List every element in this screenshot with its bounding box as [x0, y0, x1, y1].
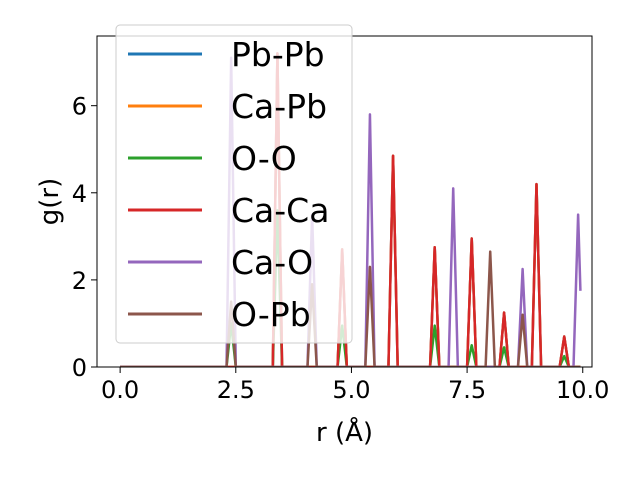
y-tick-label: 6: [72, 93, 87, 121]
series-line-2: [120, 208, 581, 367]
x-tick-label: 10.0: [556, 376, 609, 404]
x-tick-label: 7.5: [448, 376, 486, 404]
legend-label-1: Ca-Pb: [231, 87, 327, 126]
y-tick-label: 4: [72, 180, 87, 208]
series-line-3: [120, 52, 581, 367]
y-tick-label: 0: [72, 354, 87, 382]
y-tick-label: 2: [72, 267, 87, 295]
x-tick-label: 2.5: [217, 376, 255, 404]
legend-label-4: Ca-O: [231, 243, 313, 282]
x-tick-label: 5.0: [332, 376, 370, 404]
legend-label-2: O-O: [231, 139, 297, 178]
x-tick-label: 0.0: [101, 376, 139, 404]
y-axis-ticks: 0 2 4 6: [72, 93, 97, 382]
x-axis-ticks: 0.0 2.5 5.0 7.5 10.0: [101, 367, 609, 404]
legend-label-0: Pb-Pb: [231, 35, 325, 74]
y-axis-label: g(r): [35, 178, 65, 225]
legend: Pb-Pb Ca-Pb O-O Ca-Ca Ca-O O-Pb: [115, 24, 353, 344]
legend-label-5: O-Pb: [231, 295, 311, 334]
legend-label-3: Ca-Ca: [231, 191, 329, 230]
x-axis-label: r (Å): [316, 416, 373, 448]
series-lines: [120, 52, 582, 367]
